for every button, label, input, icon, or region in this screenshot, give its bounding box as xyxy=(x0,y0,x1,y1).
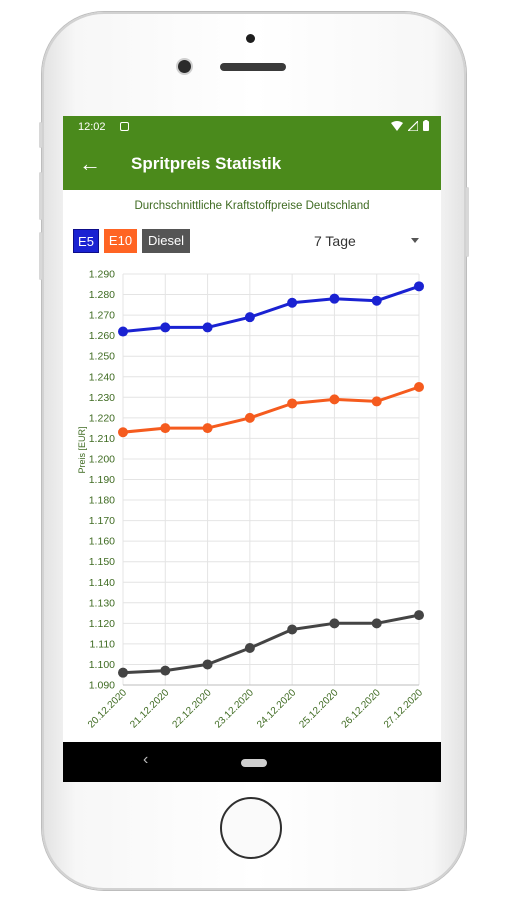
series-lines xyxy=(122,284,420,675)
android-nav-bar: ‹ xyxy=(63,742,441,782)
chart-grid xyxy=(122,273,420,686)
data-point-e5[interactable] xyxy=(118,326,128,337)
notification-icon xyxy=(120,122,129,131)
data-point-diesel[interactable] xyxy=(244,643,255,654)
data-point-e5[interactable] xyxy=(244,312,255,323)
status-bar: 12:02 xyxy=(63,116,441,140)
y-tick-label: 1.270 xyxy=(89,310,115,322)
power-button xyxy=(466,187,469,257)
y-tick-label: 1.100 xyxy=(89,659,115,671)
data-point-e5[interactable] xyxy=(287,297,298,308)
x-tick-label: 20.12.2020 xyxy=(86,687,129,730)
series-line-diesel xyxy=(122,613,420,675)
x-tick-label: 24.12.2020 xyxy=(255,687,298,730)
x-tick-label: 26.12.2020 xyxy=(340,687,383,730)
volume-down-button xyxy=(39,232,42,280)
y-tick-label: 1.140 xyxy=(89,577,115,589)
silent-switch xyxy=(39,122,42,148)
data-point-diesel[interactable] xyxy=(414,610,424,621)
x-axis-ticks: 20.12.2020 21.12.2020 22.12.2020 23.12.2020… xyxy=(86,687,425,730)
data-point-diesel[interactable] xyxy=(160,665,171,676)
nav-home-pill[interactable] xyxy=(241,759,267,767)
earpiece-speaker xyxy=(220,63,286,71)
data-point-e10[interactable] xyxy=(244,412,255,423)
y-tick-label: 1.190 xyxy=(89,474,115,486)
x-tick-label: 22.12.2020 xyxy=(171,687,214,730)
y-axis-ticks: 1.290 1.280 1.270 1.260 1.250 1.240 1.230 1.220… xyxy=(89,269,115,692)
data-point-e10[interactable] xyxy=(202,423,213,434)
app-bar: ← Spritpreis Statistik xyxy=(63,140,441,190)
data-point-e5[interactable] xyxy=(160,322,171,333)
y-tick-label: 1.290 xyxy=(89,269,115,281)
series-line-e5 xyxy=(122,284,420,333)
data-point-e10[interactable] xyxy=(371,396,382,407)
y-tick-label: 1.120 xyxy=(89,618,115,630)
x-tick-label: 21.12.2020 xyxy=(128,687,171,730)
fuel-chip-e5[interactable]: E5 xyxy=(73,229,99,253)
battery-icon xyxy=(423,120,429,131)
data-point-diesel[interactable] xyxy=(202,659,213,670)
data-point-diesel[interactable] xyxy=(118,667,128,678)
data-point-diesel[interactable] xyxy=(371,618,382,629)
period-dropdown-value: 7 Tage xyxy=(314,233,356,249)
data-point-e10[interactable] xyxy=(414,382,424,393)
series-line-e10 xyxy=(122,385,420,434)
y-tick-label: 1.260 xyxy=(89,330,115,342)
data-point-e5[interactable] xyxy=(202,322,213,333)
fuel-chip-diesel[interactable]: Diesel xyxy=(142,229,190,253)
app-screen: 12:02 ← Spritpreis Statistik Durchschnit… xyxy=(63,116,441,782)
y-tick-label: 1.200 xyxy=(89,453,115,465)
status-time: 12:02 xyxy=(78,121,106,133)
chevron-down-icon xyxy=(411,238,419,243)
y-tick-label: 1.240 xyxy=(89,371,115,383)
data-point-e5[interactable] xyxy=(329,293,340,304)
chart-subtitle: Durchschnittliche Kraftstoffpreise Deuts… xyxy=(134,200,370,212)
x-tick-label: 23.12.2020 xyxy=(213,687,256,730)
data-point-e10[interactable] xyxy=(118,427,128,438)
x-tick-label: 25.12.2020 xyxy=(297,687,340,730)
y-tick-label: 1.180 xyxy=(89,495,115,507)
y-tick-label: 1.250 xyxy=(89,351,115,363)
home-button[interactable] xyxy=(220,797,282,859)
data-point-e5[interactable] xyxy=(414,281,424,292)
price-line-chart: 1.290 1.280 1.270 1.260 1.250 1.240 1.230 1.220… xyxy=(77,269,425,731)
y-tick-label: 1.230 xyxy=(89,392,115,404)
data-point-e10[interactable] xyxy=(329,394,340,405)
status-icons xyxy=(391,120,429,131)
y-tick-label: 1.170 xyxy=(89,515,115,527)
y-tick-label: 1.110 xyxy=(90,638,116,650)
back-arrow-icon[interactable]: ← xyxy=(79,151,101,176)
data-point-e5[interactable] xyxy=(371,295,382,306)
wifi-icon xyxy=(391,120,403,131)
y-axis-label: Preis [EUR] xyxy=(77,426,87,473)
nav-back-icon[interactable]: ‹ xyxy=(143,751,149,768)
data-point-e10[interactable] xyxy=(160,423,171,434)
data-point-diesel[interactable] xyxy=(329,618,340,629)
data-point-e10[interactable] xyxy=(287,398,298,409)
series-points xyxy=(118,281,424,678)
proximity-sensor xyxy=(246,34,255,43)
signal-icon xyxy=(408,120,418,131)
front-camera xyxy=(178,60,191,73)
volume-up-button xyxy=(39,172,42,220)
y-tick-label: 1.210 xyxy=(89,433,115,445)
x-tick-label: 27.12.2020 xyxy=(382,687,425,730)
app-title: Spritpreis Statistik xyxy=(131,154,282,173)
y-tick-label: 1.280 xyxy=(89,289,115,301)
y-tick-label: 1.090 xyxy=(89,680,115,692)
y-tick-label: 1.220 xyxy=(89,412,115,424)
fuel-chip-e10[interactable]: E10 xyxy=(104,229,137,253)
y-tick-label: 1.160 xyxy=(89,536,115,548)
y-tick-label: 1.130 xyxy=(89,597,115,609)
period-dropdown[interactable]: 7 Tage xyxy=(313,230,423,252)
y-tick-label: 1.150 xyxy=(89,556,115,568)
data-point-diesel[interactable] xyxy=(287,624,298,635)
